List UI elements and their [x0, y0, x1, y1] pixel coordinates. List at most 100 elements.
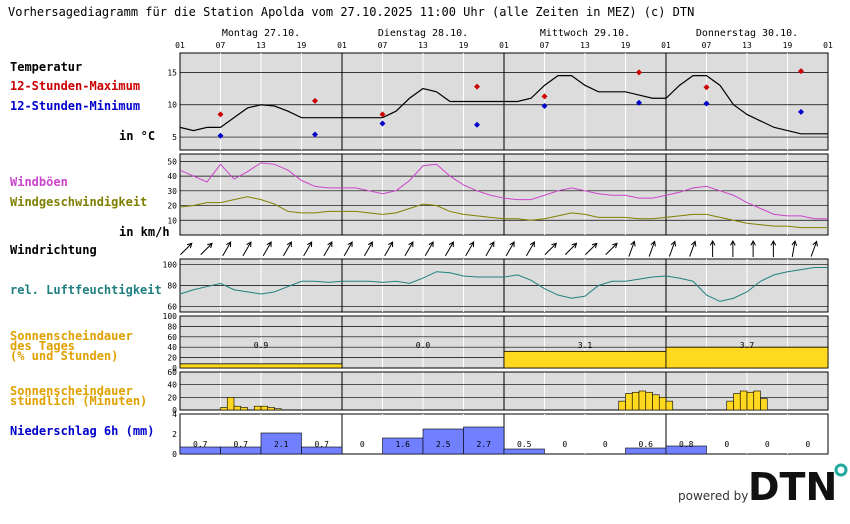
- sun-daily-label-1: Sonnenscheindauer: [10, 329, 133, 343]
- sun-hourly-bar: [631, 391, 640, 411]
- sun-hourly-bar: [658, 397, 667, 411]
- winddir-arrowhead: [207, 242, 213, 249]
- precip-value: 0: [603, 440, 608, 449]
- precip-value: 2.5: [436, 440, 451, 449]
- winddir-arrowhead: [650, 240, 656, 247]
- y-tick-label: 40: [167, 343, 177, 352]
- hour-tick-label: 07: [702, 41, 712, 50]
- tmin-point: [703, 100, 710, 107]
- precip-value: 0.5: [517, 440, 532, 449]
- tmax-point: [474, 83, 480, 90]
- winddir-arrow: [384, 241, 394, 257]
- tmax-point: [312, 97, 318, 104]
- winddir-arrowhead: [709, 239, 716, 246]
- winddir-arrowhead: [286, 241, 292, 248]
- tmax-legend: 12-Stunden-Maximum: [10, 79, 140, 93]
- precip-bar: [463, 426, 505, 455]
- precip-value: 0: [360, 440, 365, 449]
- sun-hourly-bar: [760, 398, 768, 411]
- winddir-arrowhead: [307, 241, 313, 248]
- winddir-arrowhead: [428, 241, 434, 248]
- sun-hourly-bar: [665, 400, 674, 411]
- hour-tick-label: 01: [661, 41, 671, 50]
- winddir-arrowhead: [367, 241, 373, 248]
- hour-tick-label: 07: [378, 41, 388, 50]
- day-label: Mittwoch 29.10.: [540, 28, 630, 39]
- winddir-arrow: [525, 241, 535, 257]
- precip-bar: [503, 448, 545, 455]
- winddir-arrow: [648, 241, 656, 257]
- hour-tick-label: 01: [175, 41, 185, 50]
- winddir-arrow: [485, 241, 495, 257]
- day-label: Dienstag 28.10.: [378, 28, 468, 39]
- y-tick-label: 20: [167, 393, 177, 402]
- y-tick-label: 60: [167, 303, 177, 312]
- dtn-logo-dot: [834, 463, 848, 477]
- windspeed-legend: Windgeschwindigkeit: [10, 195, 147, 209]
- precip-y-tick: 0: [172, 450, 177, 459]
- sun-hourly-label-1: Sonnenscheindauer: [10, 384, 133, 398]
- precip-value: 2.7: [477, 440, 492, 449]
- precip-bar: [665, 445, 707, 455]
- sun-hourly-bar: [253, 405, 262, 411]
- sun-hourly-bar: [233, 405, 242, 411]
- sun-hourly-bar: [260, 405, 269, 411]
- winddir-arrow: [564, 242, 577, 256]
- winddir-arrowhead: [186, 242, 193, 249]
- sun-hourly-bar: [274, 408, 282, 411]
- winddir-arrowhead: [551, 242, 558, 249]
- y-tick-label: 15: [167, 68, 177, 77]
- winddir-arrowhead: [571, 242, 578, 249]
- y-tick-label: 0: [172, 364, 177, 373]
- day-label: Donnerstag 30.10.: [696, 28, 798, 39]
- precip-label: Niederschlag 6h (mm): [10, 424, 155, 438]
- winddir-arrowhead: [509, 241, 515, 248]
- windspeed-line: [179, 196, 828, 229]
- hour-tick-label: 13: [256, 41, 266, 50]
- precip-value: 0.6: [639, 440, 654, 449]
- precip-value: 0: [765, 440, 770, 449]
- tmax-point: [636, 69, 642, 76]
- winddir-arrow: [242, 241, 252, 257]
- powered-by-text: powered by: [678, 489, 749, 503]
- winddir-arrow: [180, 242, 193, 256]
- winddir-arrow: [668, 241, 676, 257]
- winddir-label: Windrichtung: [10, 243, 97, 257]
- sun-daily-value: 0.0: [416, 341, 431, 350]
- precip-bar: [301, 446, 343, 455]
- sun-hourly-bar: [638, 390, 647, 411]
- tmin-legend: 12-Stunden-Minimum: [10, 99, 140, 113]
- sun-hourly-bar: [226, 397, 235, 411]
- chart-title: Vorhersagediagramm für die Station Apold…: [8, 5, 694, 19]
- sun-hourly-bar: [739, 390, 748, 411]
- hour-tick-label: 01: [499, 41, 509, 50]
- winddir-arrow: [689, 241, 696, 257]
- winddir-arrow: [544, 242, 557, 256]
- sun-daily-label-3: (% und Stunden): [10, 349, 118, 363]
- precip-y-tick: 2: [172, 430, 177, 439]
- tmin-point: [798, 108, 804, 115]
- winddir-arrowhead: [327, 241, 333, 248]
- sun-hourly-bar: [618, 400, 626, 411]
- y-tick-label: 80: [167, 322, 177, 331]
- y-tick-label: 30: [167, 187, 177, 196]
- wind-unit: in km/h: [119, 225, 170, 239]
- precip-value: 0.7: [234, 440, 249, 449]
- tmin-point: [217, 132, 224, 139]
- winddir-arrow: [810, 241, 818, 257]
- sun-hourly-bar: [753, 390, 761, 411]
- y-tick-label: 40: [167, 172, 177, 181]
- y-tick-label: 60: [167, 368, 177, 377]
- gusts-legend: Windböen: [10, 175, 68, 189]
- hour-tick-label: 19: [621, 41, 631, 50]
- sun-hourly-bar: [267, 407, 275, 411]
- winddir-arrowhead: [691, 240, 697, 247]
- hour-tick-label: 19: [783, 41, 793, 50]
- winddir-arrow: [465, 241, 475, 257]
- winddir-arrowhead: [591, 242, 598, 249]
- winddir-arrow: [323, 241, 333, 257]
- sun-hourly-bar: [220, 407, 228, 411]
- precip-value: 0: [805, 440, 810, 449]
- tmin-point: [474, 121, 480, 128]
- winddir-arrowhead: [408, 241, 414, 248]
